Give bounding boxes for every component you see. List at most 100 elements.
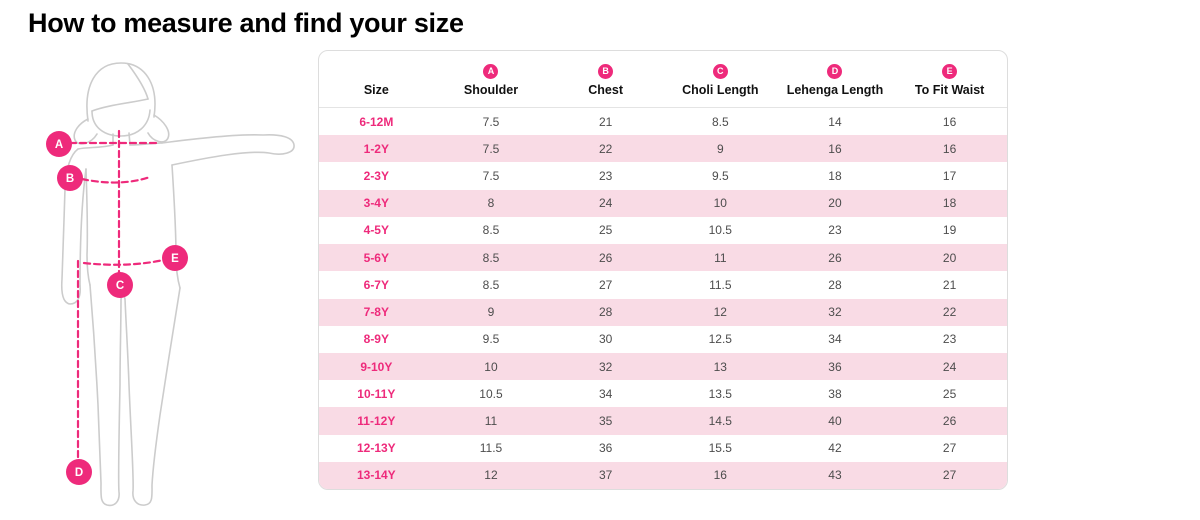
size-cell: 13-14Y bbox=[356, 468, 396, 483]
value-cell: 8 bbox=[487, 196, 495, 211]
value-cell: 10.5 bbox=[479, 386, 503, 401]
size-cell: 10-11Y bbox=[357, 386, 396, 401]
value-cell: 27 bbox=[942, 441, 957, 456]
size-chart-table: Size A Shoulder B Chest C Choli Length D Lehenga… bbox=[318, 50, 1008, 490]
measurement-diagram: A B C D E bbox=[30, 55, 310, 513]
value-cell: 8.5 bbox=[482, 277, 500, 292]
column-badge-icon: B bbox=[598, 63, 614, 79]
value-cell: 11.5 bbox=[479, 441, 503, 456]
table-row: 5-6Y 8.5 26 11 26 20 bbox=[319, 244, 1007, 272]
table-row: 13-14Y 12 37 16 43 27 bbox=[319, 461, 1007, 489]
value-cell: 14.5 bbox=[708, 414, 732, 429]
column-label: Shoulder bbox=[463, 82, 519, 97]
value-cell: 8.5 bbox=[482, 223, 500, 238]
table-row: 12-13Y 11.5 36 15.5 42 27 bbox=[319, 435, 1007, 462]
value-cell: 23 bbox=[942, 332, 957, 347]
size-cell: 6-12M bbox=[359, 114, 394, 129]
value-cell: 7.5 bbox=[482, 114, 500, 129]
marker-badge-e: E bbox=[162, 245, 188, 271]
column-label: Chest bbox=[588, 82, 623, 97]
value-cell: 34 bbox=[828, 332, 842, 347]
table-row: 3-4Y 8 24 10 20 18 bbox=[319, 189, 1007, 217]
table-row: 4-5Y 8.5 25 10.5 23 19 bbox=[319, 217, 1007, 244]
column-badge-icon: D bbox=[827, 63, 843, 79]
column-header-lehenga-length: D Lehenga Length bbox=[778, 51, 893, 107]
svg-text:D: D bbox=[75, 467, 83, 479]
value-cell: 24 bbox=[598, 196, 613, 211]
value-cell: 25 bbox=[598, 223, 613, 238]
value-cell: 24 bbox=[942, 359, 957, 374]
value-cell: 35 bbox=[598, 414, 613, 429]
svg-text:E: E bbox=[171, 253, 179, 265]
svg-text:C: C bbox=[116, 280, 124, 292]
size-cell: 1-2Y bbox=[363, 141, 389, 156]
size-chart-header-row: Size A Shoulder B Chest C Choli Length D Lehenga… bbox=[319, 51, 1007, 108]
value-cell: 12 bbox=[713, 305, 727, 320]
value-cell: 28 bbox=[598, 305, 613, 320]
value-cell: 26 bbox=[598, 250, 613, 265]
value-cell: 27 bbox=[598, 277, 613, 292]
marker-badge-a: A bbox=[46, 131, 72, 157]
table-row: 8-9Y 9.5 30 12.5 34 23 bbox=[319, 326, 1007, 353]
value-cell: 36 bbox=[828, 359, 842, 374]
value-cell: 36 bbox=[598, 441, 613, 456]
size-cell: 3-4Y bbox=[363, 196, 389, 211]
size-cell: 4-5Y bbox=[363, 223, 389, 238]
column-badge-icon: E bbox=[942, 63, 958, 79]
value-cell: 13.5 bbox=[708, 386, 732, 401]
column-label: Lehenga Length bbox=[786, 82, 884, 97]
column-header-to-fit-waist: E To Fit Waist bbox=[892, 51, 1007, 107]
value-cell: 13 bbox=[713, 359, 727, 374]
girl-figure-illustration: A B C D E bbox=[46, 62, 295, 507]
page-title: How to measure and find your size bbox=[28, 8, 464, 38]
value-cell: 20 bbox=[828, 196, 842, 211]
value-cell: 21 bbox=[598, 114, 613, 129]
value-cell: 32 bbox=[598, 359, 613, 374]
column-header-size: Size bbox=[319, 51, 434, 107]
value-cell: 16 bbox=[713, 468, 727, 483]
value-cell: 40 bbox=[828, 414, 842, 429]
column-badge-icon: C bbox=[712, 63, 728, 79]
size-chart-body: 6-12M 7.5 21 8.5 14 16 1-2Y 7.5 22 9 16 16 2-3Y 7.5 23… bbox=[319, 108, 1007, 489]
size-cell: 5-6Y bbox=[363, 250, 389, 265]
value-cell: 7.5 bbox=[482, 169, 500, 184]
table-row: 1-2Y 7.5 22 9 16 16 bbox=[319, 135, 1007, 163]
value-cell: 10.5 bbox=[708, 223, 732, 238]
value-cell: 11.5 bbox=[709, 277, 732, 292]
column-header-shoulder: A Shoulder bbox=[434, 51, 549, 107]
size-cell: 8-9Y bbox=[363, 332, 389, 347]
table-row: 10-11Y 10.5 34 13.5 38 25 bbox=[319, 380, 1007, 407]
value-cell: 18 bbox=[828, 169, 842, 184]
value-cell: 20 bbox=[942, 250, 957, 265]
column-label: Choli Length bbox=[682, 82, 759, 97]
column-label: Size bbox=[363, 82, 389, 97]
value-cell: 34 bbox=[598, 386, 613, 401]
value-cell: 22 bbox=[942, 305, 957, 320]
table-row: 7-8Y 9 28 12 32 22 bbox=[319, 298, 1007, 326]
value-cell: 9 bbox=[716, 141, 724, 156]
value-cell: 9 bbox=[487, 305, 495, 320]
value-cell: 10 bbox=[484, 359, 498, 374]
size-cell: 11-12Y bbox=[357, 414, 396, 429]
value-cell: 14 bbox=[828, 114, 842, 129]
value-cell: 16 bbox=[942, 141, 957, 156]
table-row: 6-12M 7.5 21 8.5 14 16 bbox=[319, 108, 1007, 135]
value-cell: 11 bbox=[714, 250, 727, 265]
value-cell: 18 bbox=[942, 196, 957, 211]
svg-text:B: B bbox=[66, 173, 74, 185]
value-cell: 16 bbox=[942, 114, 957, 129]
table-row: 11-12Y 11 35 14.5 40 26 bbox=[319, 407, 1007, 435]
column-header-choli-length: C Choli Length bbox=[663, 51, 778, 107]
svg-text:A: A bbox=[55, 139, 63, 151]
value-cell: 37 bbox=[598, 468, 613, 483]
size-cell: 2-3Y bbox=[363, 169, 389, 184]
value-cell: 19 bbox=[942, 223, 957, 238]
value-cell: 8.5 bbox=[482, 250, 500, 265]
value-cell: 17 bbox=[942, 169, 957, 184]
table-row: 2-3Y 7.5 23 9.5 18 17 bbox=[319, 162, 1007, 189]
value-cell: 15.5 bbox=[708, 441, 732, 456]
table-row: 6-7Y 8.5 27 11.5 28 21 bbox=[319, 271, 1007, 298]
value-cell: 11 bbox=[484, 414, 498, 429]
value-cell: 27 bbox=[942, 468, 957, 483]
size-cell: 6-7Y bbox=[363, 277, 389, 292]
